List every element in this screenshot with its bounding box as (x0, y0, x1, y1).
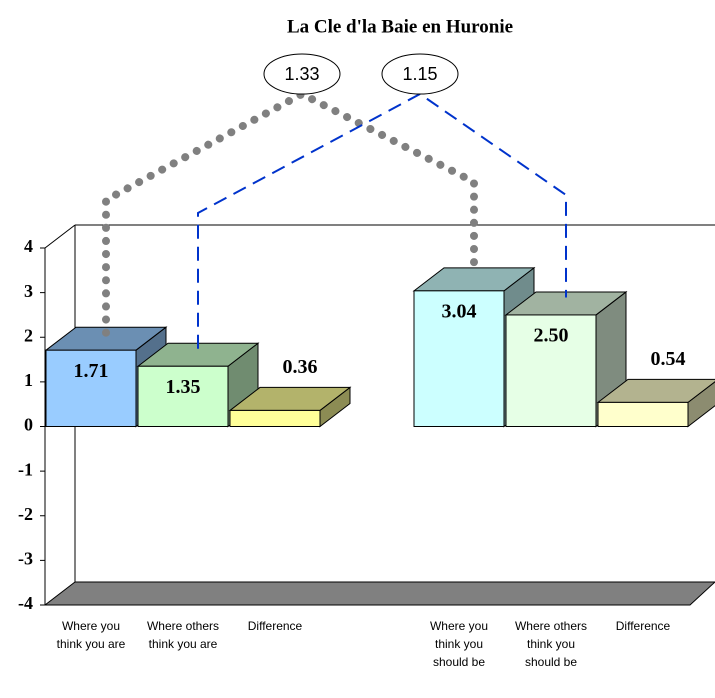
y-tick-label: -1 (18, 459, 33, 479)
bar (505, 314, 597, 427)
bar (597, 401, 689, 427)
bar (413, 290, 505, 427)
y-tick-label: 2 (24, 325, 33, 345)
connector-label: 1.15 (402, 64, 437, 84)
floor (43, 581, 715, 606)
x-tick-label: Where others think you are (146, 619, 220, 651)
bar (45, 349, 137, 427)
x-tick-label: Where others think you should be (514, 619, 588, 669)
bar (137, 365, 229, 428)
chart-title: La Cle d'la Baie en Huronie (287, 16, 513, 37)
x-tick-label: Where you think you should be (429, 619, 489, 669)
value-label: 0.36 (283, 356, 318, 378)
wall-edge (44, 224, 76, 249)
y-tick-label: -4 (18, 593, 33, 613)
value-label: 2.50 (534, 325, 569, 347)
x-tick-label: Difference (247, 619, 303, 633)
y-tick-label: -3 (18, 549, 33, 569)
y-tick-label: 1 (24, 370, 33, 390)
value-label: 1.71 (74, 360, 109, 382)
x-tick-label: Difference (615, 619, 671, 633)
y-tick-label: 3 (24, 281, 33, 301)
bar (229, 409, 321, 427)
y-tick-label: -2 (18, 504, 33, 524)
connector-bubble (381, 53, 459, 95)
connector-label: 1.33 (284, 64, 319, 84)
value-label: 1.35 (166, 376, 201, 398)
value-label: 3.04 (442, 300, 477, 322)
connector-bubble (263, 53, 341, 95)
x-tick-label: Where you think you are (56, 619, 126, 651)
value-label: 0.54 (651, 348, 686, 370)
y-tick-label: 0 (24, 415, 33, 435)
y-tick-label: 4 (24, 236, 33, 256)
